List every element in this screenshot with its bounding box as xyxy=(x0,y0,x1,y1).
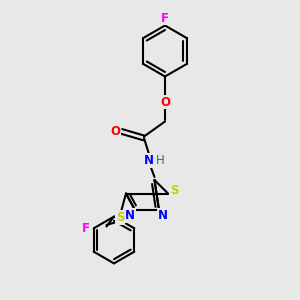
Text: H: H xyxy=(156,154,165,167)
Text: S: S xyxy=(170,184,178,197)
Text: F: F xyxy=(161,11,169,25)
Text: O: O xyxy=(160,95,170,109)
Text: S: S xyxy=(116,211,124,224)
Text: N: N xyxy=(143,154,154,167)
Text: N: N xyxy=(158,209,168,222)
Text: F: F xyxy=(82,222,90,235)
Text: N: N xyxy=(124,209,135,222)
Text: O: O xyxy=(110,125,120,138)
